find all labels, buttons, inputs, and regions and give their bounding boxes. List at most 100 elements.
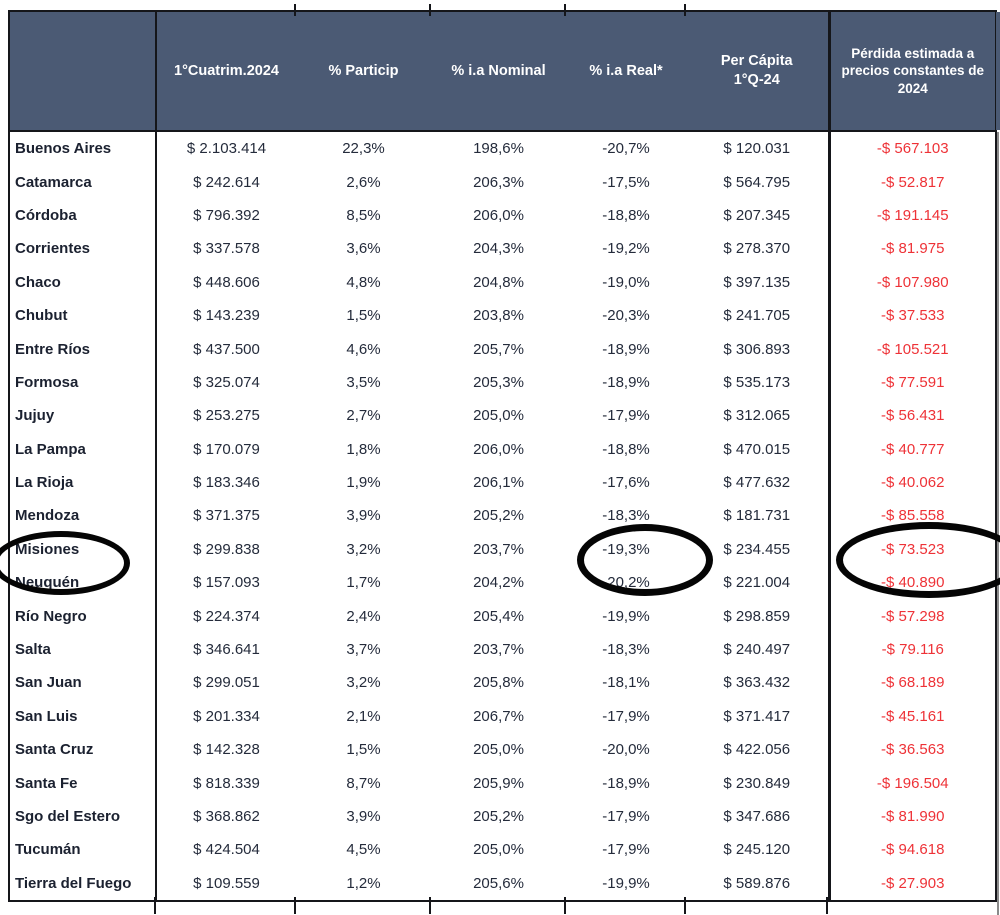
cell-cuatrim: $ 183.346 bbox=[193, 474, 260, 492]
cell-real: -18,9% bbox=[602, 774, 650, 792]
cell-real: -20,3% bbox=[602, 307, 650, 325]
cell-percap: $ 207.345 bbox=[723, 206, 791, 224]
cell-nominal: 204,8% bbox=[473, 273, 524, 291]
cell-perdida: -$ 196.504 bbox=[827, 766, 997, 800]
province-cell: Corrientes bbox=[8, 232, 157, 266]
col-header-cuatrim: 1°Cuatrim.2024 bbox=[156, 10, 296, 132]
cell-percap: $ 535.173 bbox=[723, 373, 791, 391]
province-cell: San Luis bbox=[8, 699, 157, 734]
table-row: Córdoba $ 796.392 8,5% 206,0% -18,8% $ 207.34… bbox=[8, 198, 997, 233]
cell-perdida: -$ 79.116 bbox=[827, 632, 997, 667]
cell-cuatrim: $ 142.328 bbox=[193, 741, 260, 759]
cell-cuatrim: $ 242.614 bbox=[193, 173, 260, 191]
cell-perdida: -$ 81.990 bbox=[827, 799, 997, 834]
cell-real: -18,8% bbox=[602, 206, 650, 224]
tick-mark bbox=[294, 4, 296, 16]
cell-percap: $ 363.432 bbox=[723, 674, 791, 692]
cell-percap: $ 120.031 bbox=[723, 140, 791, 158]
table-row: Santa Fe $ 818.339 8,7% 205,9% -18,9% $ 230.8… bbox=[8, 766, 997, 800]
table-row: Chubut $ 143.239 1,5% 203,8% -20,3% $ 241.705… bbox=[8, 298, 997, 333]
cell-perdida: -$ 107.980 bbox=[827, 265, 997, 299]
cell-percap: $ 470.015 bbox=[723, 440, 791, 458]
cell-cuatrim: $ 201.334 bbox=[193, 707, 260, 725]
cell-cuatrim: $ 170.079 bbox=[193, 440, 260, 458]
cell-nominal: 206,1% bbox=[473, 474, 524, 492]
cell-particip: 2,1% bbox=[346, 707, 381, 725]
province-cell: Santa Fe bbox=[8, 766, 157, 800]
cell-nominal: 205,3% bbox=[473, 373, 524, 391]
cell-perdida: -$ 81.975 bbox=[827, 232, 997, 266]
cell-perdida: -$ 57.298 bbox=[827, 599, 997, 633]
cell-cuatrim: $ 346.641 bbox=[193, 641, 260, 659]
tick-mark bbox=[154, 897, 156, 914]
cell-cuatrim: $ 299.051 bbox=[193, 674, 260, 692]
cell-cuatrim: $ 368.862 bbox=[193, 808, 260, 825]
cell-nominal: 206,0% bbox=[473, 440, 524, 458]
cell-percap: $ 240.497 bbox=[723, 641, 791, 659]
table-row: Tucumán $ 424.504 4,5% 205,0% -17,9% $ 245.12… bbox=[8, 833, 997, 867]
cell-particip: 3,2% bbox=[346, 674, 381, 692]
cell-real: -19,9% bbox=[566, 866, 686, 902]
cell-cuatrim: $ 224.374 bbox=[193, 607, 260, 625]
tick-mark bbox=[294, 897, 296, 914]
province-cell: Córdoba bbox=[8, 198, 157, 233]
province-cell: Formosa bbox=[8, 365, 157, 400]
cell-percap: $ 181.731 bbox=[723, 507, 791, 525]
cell-perdida: -$ 27.903 bbox=[827, 866, 997, 902]
cell-percap: $ 230.849 bbox=[723, 774, 791, 792]
cell-particip: 4,5% bbox=[346, 841, 381, 859]
cell-real: -17,6% bbox=[602, 474, 650, 492]
province-cell: Santa Cruz bbox=[8, 733, 157, 767]
table-row: Catamarca $ 242.614 2,6% 206,3% -17,5% $ 564.… bbox=[8, 165, 997, 199]
cell-real: -17,9% bbox=[602, 841, 650, 859]
cell-percap: $ 221.004 bbox=[723, 574, 791, 592]
cell-nominal: 203,7% bbox=[473, 540, 524, 558]
col-header-percap: Per Cápita 1°Q-24 bbox=[686, 10, 829, 132]
cell-cuatrim: $ 796.392 bbox=[193, 206, 260, 224]
highlight-circle-real-value bbox=[577, 524, 713, 596]
table-row: Buenos Aires $ 2.103.414 22,3% 198,6% -20,7%… bbox=[8, 131, 997, 166]
table-row: Corrientes $ 337.578 3,6% 204,3% -19,2% $ 278… bbox=[8, 232, 997, 266]
table-row: Formosa $ 325.074 3,5% 205,3% -18,9% $ 535.17… bbox=[8, 365, 997, 400]
province-cell: Entre Ríos bbox=[8, 332, 157, 366]
cell-real: -17,9% bbox=[602, 808, 650, 825]
tick-mark bbox=[564, 897, 566, 914]
tick-mark bbox=[564, 4, 566, 16]
cell-percap: $ 371.417 bbox=[723, 707, 791, 725]
cell-perdida: -$ 36.563 bbox=[827, 733, 997, 767]
province-cell: Buenos Aires bbox=[8, 131, 157, 166]
table-row: La Pampa $ 170.079 1,8% 206,0% -18,8% $ 470.0… bbox=[8, 432, 997, 466]
cell-particip: 3,6% bbox=[346, 240, 381, 258]
cell-percap: $ 245.120 bbox=[723, 841, 791, 859]
cell-particip: 3,5% bbox=[346, 373, 381, 391]
cell-nominal: 205,4% bbox=[473, 607, 524, 625]
col-header-perdida: Pérdida estimada a precios constantes de… bbox=[827, 10, 997, 132]
adjacent-column-header-sliver bbox=[996, 12, 1000, 130]
province-cell: Tucumán bbox=[8, 833, 157, 867]
cell-percap: $ 564.795 bbox=[723, 173, 791, 191]
cell-nominal: 204,3% bbox=[473, 240, 524, 258]
cell-real: -19,9% bbox=[602, 607, 650, 625]
cell-particip: 2,6% bbox=[346, 173, 381, 191]
cell-particip: 3,2% bbox=[346, 540, 381, 558]
cell-cuatrim: $ 437.500 bbox=[193, 340, 260, 358]
cell-cuatrim: $ 299.838 bbox=[193, 540, 260, 558]
cell-cuatrim: $ 337.578 bbox=[193, 240, 260, 258]
highlight-circle-misiones-label bbox=[0, 531, 130, 595]
cell-nominal: 205,0% bbox=[473, 407, 524, 425]
province-cell: Chubut bbox=[8, 298, 157, 333]
cell-perdida: -$ 105.521 bbox=[827, 332, 997, 366]
cell-real: -19,0% bbox=[602, 273, 650, 291]
tick-mark bbox=[684, 897, 686, 914]
cell-real: -18,3% bbox=[602, 641, 650, 659]
table-row: San Luis $ 201.334 2,1% 206,7% -17,9% $ 371.4… bbox=[8, 699, 997, 734]
cell-real: -17,9% bbox=[602, 707, 650, 725]
cell-particip: 3,7% bbox=[346, 641, 381, 659]
cell-nominal: 205,2% bbox=[473, 808, 524, 825]
cell-nominal: 205,0% bbox=[473, 741, 524, 759]
cell-percap: $ 312.065 bbox=[723, 407, 791, 425]
province-cell: Jujuy bbox=[8, 399, 157, 433]
cell-particip: 22,3% bbox=[342, 140, 385, 158]
cell-nominal: 204,2% bbox=[473, 574, 524, 592]
cell-particip: 2,7% bbox=[346, 407, 381, 425]
